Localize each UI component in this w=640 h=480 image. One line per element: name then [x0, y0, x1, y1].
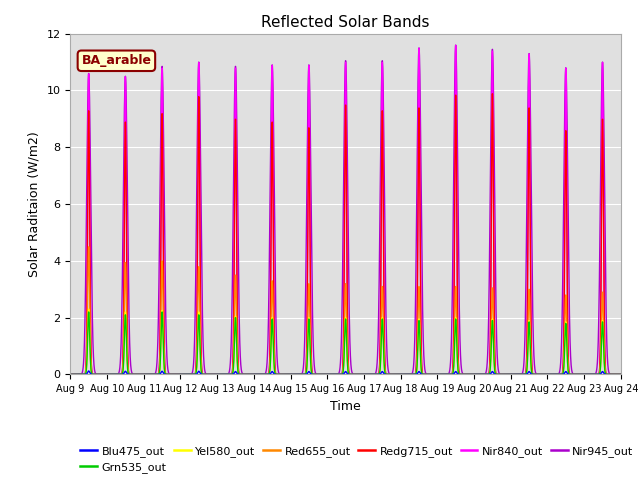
- Legend: Blu475_out, Grn535_out, Yel580_out, Red655_out, Redg715_out, Nir840_out, Nir945_: Blu475_out, Grn535_out, Yel580_out, Red6…: [76, 441, 637, 478]
- Y-axis label: Solar Raditaion (W/m2): Solar Raditaion (W/m2): [28, 131, 41, 277]
- X-axis label: Time: Time: [330, 400, 361, 413]
- Title: Reflected Solar Bands: Reflected Solar Bands: [261, 15, 430, 30]
- Text: BA_arable: BA_arable: [81, 54, 152, 67]
